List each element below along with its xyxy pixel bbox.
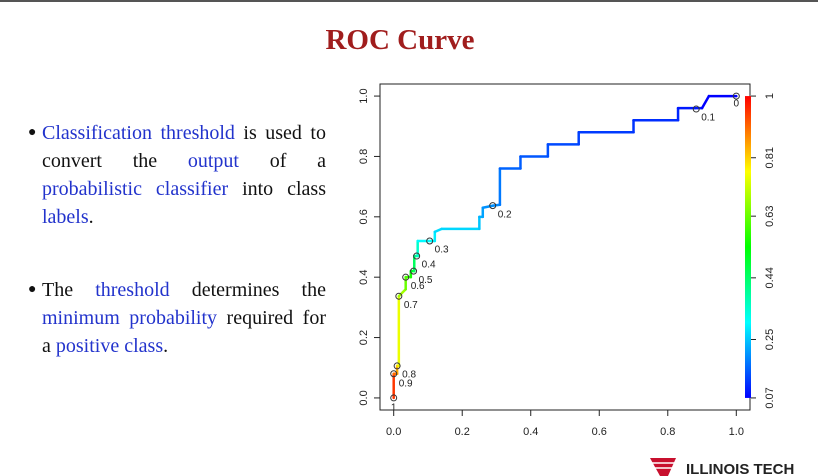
cutoff-label: 0.5 [419, 275, 433, 286]
roc-segment [481, 204, 495, 210]
bullet-segment: of a [239, 150, 326, 172]
y-tick-label: 0.0 [358, 390, 370, 405]
colorbar-tick-label: 0.81 [764, 147, 776, 168]
colorbar-tick-label: 1 [764, 93, 776, 99]
bullet-segment: into class [228, 178, 327, 200]
cutoff-label: 0.4 [422, 260, 436, 271]
cutoff-label: 0.3 [435, 245, 449, 256]
roc-segment [397, 288, 407, 298]
bullet-segment: . [163, 335, 169, 357]
bullet: ● The threshold determines the minimum pr… [28, 276, 326, 360]
y-tick-label: 0.2 [358, 330, 370, 345]
x-tick-label: 0.0 [386, 426, 401, 438]
cutoff-label: 0.8 [402, 370, 416, 381]
bullet-text: Classification threshold is used to conv… [28, 119, 326, 231]
cutoff-label: 0.7 [404, 300, 418, 311]
cutoff-point [489, 202, 497, 210]
colorbar [745, 96, 751, 398]
cutoff-point [413, 252, 421, 260]
x-tick-label: 1.0 [729, 426, 744, 438]
cutoff-label: 0.1 [701, 113, 715, 124]
cutoff-label: 0 [734, 99, 740, 110]
cutoff-point [426, 237, 434, 245]
top-border [0, 0, 818, 2]
bullet-segment: The [42, 279, 96, 301]
colorbar-tick-label: 0.07 [764, 387, 776, 408]
x-tick-label: 0.2 [455, 426, 470, 438]
cutoff-label: 0.2 [498, 209, 512, 220]
colorbar-tick-label: 0.44 [764, 267, 776, 288]
bullet-segment: is used to convert the [42, 122, 326, 172]
colorbar-tick-label: 0.63 [764, 205, 776, 226]
cutoff-label: 1 [391, 403, 397, 414]
cutoff-point [402, 273, 410, 281]
cutoff-point [692, 105, 700, 113]
cutoff-label: 0.6 [411, 281, 425, 292]
bullet-segment: threshold [95, 279, 170, 301]
bullet-segment: output [187, 150, 239, 172]
y-tick-label: 0.4 [358, 270, 370, 285]
bullet-segment: labels [42, 206, 89, 228]
bullet-segment: determines the [169, 279, 326, 301]
bullet-segment: required for a [42, 307, 326, 357]
y-tick-label: 1.0 [358, 88, 370, 103]
bullet-segment: Classification threshold [42, 122, 235, 144]
bullet-segment: minimum probability [42, 307, 218, 329]
x-tick-label: 0.4 [523, 426, 538, 438]
logo-icon [650, 458, 676, 476]
cutoff-point [390, 370, 398, 378]
cutoff-point [410, 267, 418, 275]
cutoff-point [732, 92, 740, 100]
x-tick-label: 0.6 [592, 426, 607, 438]
cutoff-label: 0.9 [399, 378, 413, 389]
y-tick-label: 0.6 [358, 209, 370, 224]
cutoff-point [390, 394, 398, 402]
y-tick-label: 0.8 [358, 149, 370, 164]
logo: ILLINOIS TECH [650, 458, 794, 476]
bullet-segment: positive class [55, 335, 164, 357]
bullet-segment: probabilistic classifier [42, 178, 229, 200]
colorbar-tick-label: 0.25 [764, 329, 776, 350]
x-tick-label: 0.8 [660, 426, 675, 438]
bullet-segment: . [88, 206, 94, 228]
cutoff-point [395, 292, 403, 300]
roc-segment [700, 94, 711, 110]
cutoff-point [393, 362, 401, 370]
slide-title: ROC Curve [325, 24, 475, 56]
bullet: ● Classification threshold is used to con… [28, 119, 326, 231]
bullet-text: The threshold determines the minimum pro… [28, 276, 326, 360]
logo-text: ILLINOIS TECH [686, 461, 794, 476]
